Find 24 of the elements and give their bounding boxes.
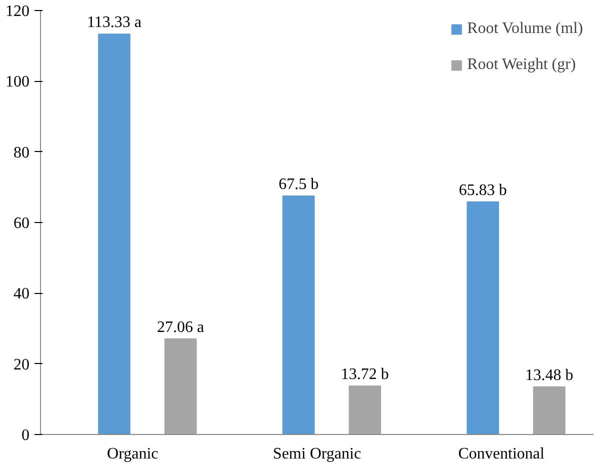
- data-label: 67.5 b: [278, 176, 319, 193]
- data-label: 65.83 b: [458, 182, 507, 199]
- bar: [164, 338, 197, 434]
- y-tick-label: 0: [22, 427, 30, 444]
- bar: [348, 386, 382, 434]
- x-tick-label: Organic: [107, 446, 158, 462]
- bar: [282, 196, 315, 434]
- data-label: 13.48 b: [525, 366, 574, 384]
- data-label: 113.33 a: [86, 14, 142, 32]
- bar: [533, 386, 566, 434]
- data-label: 13.72 b: [340, 366, 389, 384]
- x-tick-label: Semi Organic: [272, 446, 362, 462]
- y-tick-label: 40: [14, 286, 30, 303]
- y-tick-label: 20: [14, 356, 30, 374]
- y-tick-label: 100: [6, 74, 30, 91]
- y-tick-label: 120: [6, 3, 30, 20]
- legend-label: Root Weight (gr): [467, 56, 576, 74]
- x-tick-label: Conventional: [458, 446, 545, 462]
- bar: [98, 34, 130, 434]
- legend-label: Root Volume (ml): [467, 20, 583, 38]
- y-tick-label: 60: [14, 215, 30, 232]
- bar: [466, 201, 500, 434]
- data-label: 27.06 a: [157, 318, 204, 336]
- y-tick-label: 80: [14, 144, 30, 162]
